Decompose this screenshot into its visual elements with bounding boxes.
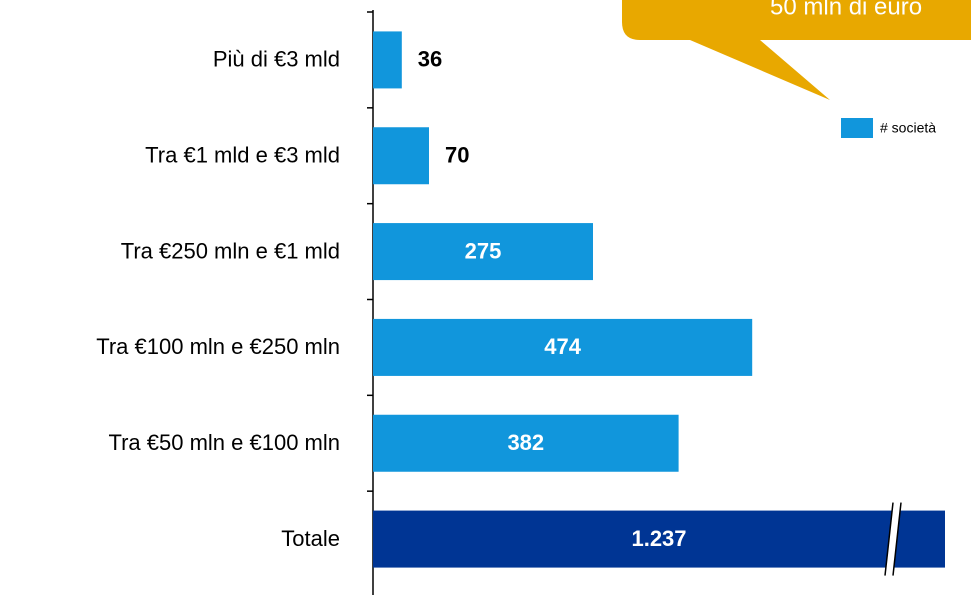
category-label: Tra €250 mln e €1 mld	[121, 238, 340, 263]
legend-label: # società	[880, 120, 936, 136]
category-label: Tra €1 mld e €3 mld	[145, 143, 340, 168]
bar	[373, 31, 402, 89]
callout	[622, 0, 971, 100]
axis-break-line	[884, 502, 894, 576]
category-label: Tra €50 mln e €100 mln	[108, 430, 340, 455]
bar	[373, 223, 593, 281]
value-label: 1.237	[631, 526, 686, 551]
legend-swatch	[841, 118, 873, 138]
bar	[373, 318, 753, 376]
bar	[373, 510, 945, 568]
value-label: 70	[445, 143, 469, 168]
callout-text: 50 mln di euro	[770, 0, 922, 20]
category-label: Più di €3 mld	[213, 47, 340, 72]
value-label: 36	[418, 47, 442, 72]
value-label: 275	[465, 238, 502, 263]
value-label: 382	[507, 430, 544, 455]
axis-break-line	[892, 502, 902, 576]
bar	[373, 127, 429, 185]
axis-break-gap	[885, 502, 901, 576]
bar	[373, 414, 679, 472]
value-label: 474	[544, 334, 581, 359]
category-label: Totale	[281, 526, 340, 551]
category-label: Tra €100 mln e €250 mln	[96, 334, 340, 359]
